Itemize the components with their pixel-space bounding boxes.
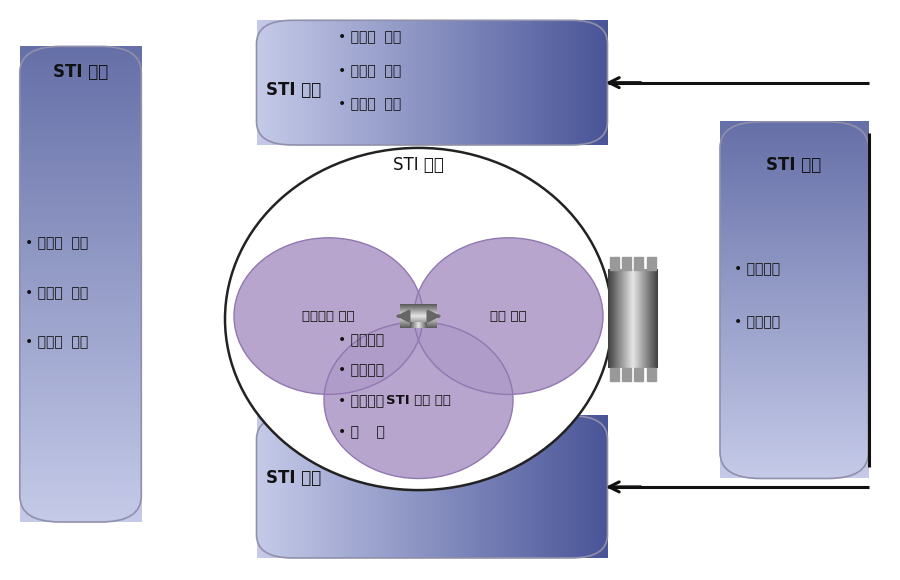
FancyBboxPatch shape bbox=[256, 20, 608, 145]
Bar bbox=[647, 257, 656, 270]
Ellipse shape bbox=[414, 238, 603, 394]
FancyBboxPatch shape bbox=[20, 46, 141, 522]
Text: • 사회적  조건: • 사회적 조건 bbox=[338, 64, 400, 78]
FancyBboxPatch shape bbox=[720, 122, 868, 478]
Text: • 국가적  공간: • 국가적 공간 bbox=[25, 237, 88, 251]
Bar bbox=[634, 257, 644, 270]
Text: • 지역적  공간: • 지역적 공간 bbox=[25, 335, 88, 349]
Text: STI 활동: STI 활동 bbox=[393, 156, 444, 175]
Text: • 제도적  조건: • 제도적 조건 bbox=[338, 97, 400, 111]
Ellipse shape bbox=[225, 148, 612, 490]
Ellipse shape bbox=[324, 322, 513, 478]
Text: 혁신 활동: 혁신 활동 bbox=[491, 310, 526, 322]
Text: 연구개발 활동: 연구개발 활동 bbox=[302, 310, 355, 322]
Ellipse shape bbox=[234, 238, 423, 394]
Text: STI 영향: STI 영향 bbox=[766, 156, 822, 175]
Text: • 세계적  공간: • 세계적 공간 bbox=[25, 286, 88, 300]
Text: • 사회발전: • 사회발전 bbox=[734, 315, 779, 329]
Text: STI 기반: STI 기반 bbox=[266, 469, 320, 488]
Bar bbox=[609, 257, 618, 270]
Text: • 기술기반: • 기술기반 bbox=[338, 394, 383, 408]
Text: • 교    육: • 교 육 bbox=[338, 425, 384, 439]
Bar bbox=[634, 368, 644, 381]
FancyBboxPatch shape bbox=[256, 416, 608, 558]
Text: • 투자자원: • 투자자원 bbox=[338, 333, 383, 347]
Text: STI 조건: STI 조건 bbox=[266, 81, 320, 99]
Bar bbox=[622, 257, 631, 270]
Text: • 경제적  조건: • 경제적 조건 bbox=[338, 31, 400, 45]
Text: • 경제발전: • 경제발전 bbox=[734, 263, 779, 277]
Text: STI 연계 활동: STI 연계 활동 bbox=[386, 394, 451, 407]
Bar bbox=[609, 368, 618, 381]
Text: • 인적자원: • 인적자원 bbox=[338, 364, 383, 378]
Text: STI 공간: STI 공간 bbox=[53, 63, 109, 82]
Bar bbox=[622, 368, 631, 381]
Bar bbox=[647, 368, 656, 381]
